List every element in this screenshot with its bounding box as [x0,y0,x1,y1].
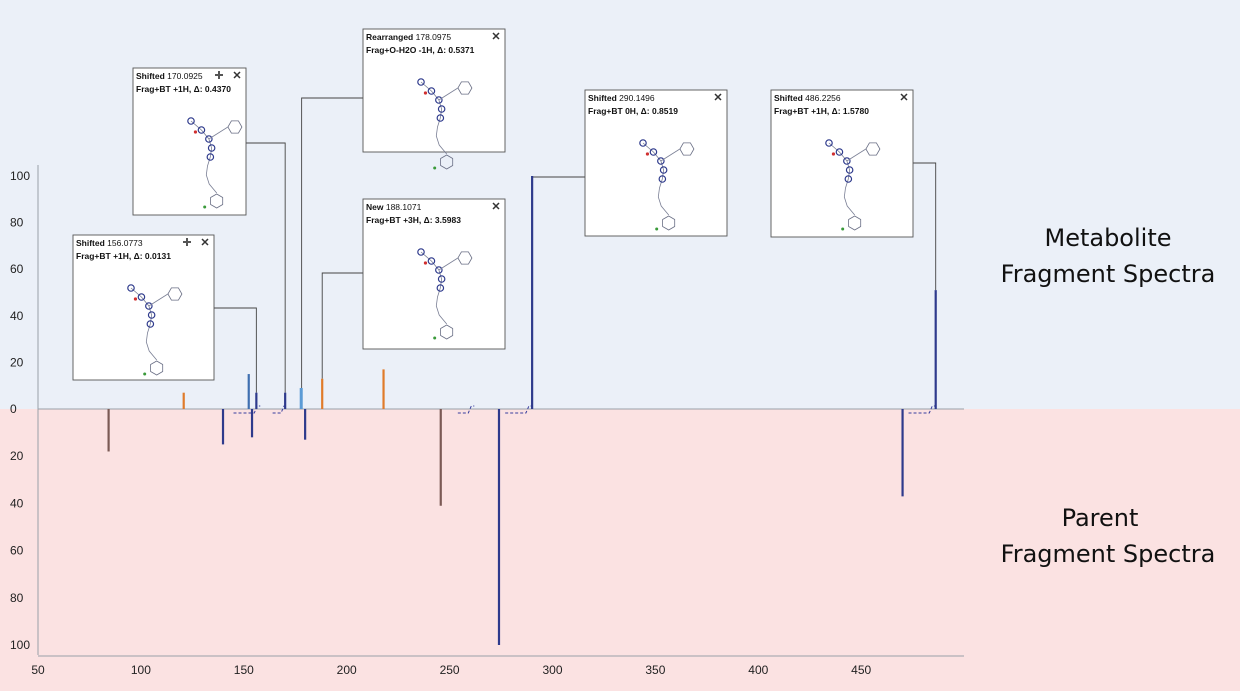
close-icon[interactable] [492,32,500,40]
annotation-connector [214,307,257,393]
annotation-connector [246,142,286,393]
annotation-mz: 188.1071 [383,202,421,212]
annotation-connector [913,162,937,291]
annotation-card[interactable]: Shifted 486.2256 Frag+BT +1H, Δ: 1.5780 [770,89,914,238]
y-tick-label-top: 40 [10,309,24,323]
annotation-detail: Frag+BT +1H, Δ: 0.0131 [76,251,171,261]
x-tick-label: 250 [440,663,460,677]
annotation-type: New [366,202,384,212]
x-tick-label: 350 [645,663,665,677]
close-icon[interactable] [900,93,908,101]
metabolite-label-line2: Fragment Spectra [1001,260,1216,288]
annotation-card[interactable]: Shifted 170.0925 Frag+BT +1H, Δ: 0.4370 [132,67,247,216]
x-tick-label: 450 [851,663,871,677]
annotation-card-frame [770,89,914,238]
add-icon[interactable] [215,71,223,79]
molecule-structure-icon [825,139,881,231]
annotation-title: Shifted 170.0925 [136,71,203,81]
annotation-detail: Frag+BT 0H, Δ: 0.8519 [588,106,678,116]
molecule-structure-icon [187,117,243,209]
annotation-detail: Frag+BT +1H, Δ: 0.4370 [136,84,231,94]
close-icon[interactable] [233,71,241,79]
close-icon[interactable] [201,238,209,246]
y-tick-label-top: 20 [10,355,24,369]
annotation-card-frame [362,28,506,153]
y-tick-label-bottom: 100 [10,638,30,652]
annotation-type: Shifted [136,71,165,81]
annotation-mz: 156.0773 [105,238,143,248]
parent-panel-background [0,409,1240,691]
isotope-envelope-marker [457,405,475,414]
y-tick-label-top: 60 [10,262,24,276]
annotation-detail: Frag+BT +3H, Δ: 3.5983 [366,215,461,225]
annotation-connector [321,272,363,379]
annotation-mz: 486.2256 [803,93,841,103]
annotation-card-frame [72,234,215,381]
peak-sticks [107,176,937,645]
y-tick-label-bottom: 80 [10,591,24,605]
annotation-type: Rearranged [366,32,413,42]
annotation-detail: Frag+O-H2O -1H, Δ: 0.5371 [366,45,475,55]
x-tick-label: 50 [31,663,45,677]
annotation-type: Shifted [76,238,105,248]
annotation-card[interactable]: Shifted 290.1496 Frag+BT 0H, Δ: 0.8519 [584,89,728,237]
metabolite-label-line1: Metabolite [1044,224,1171,252]
annotation-card[interactable]: New 188.1071 Frag+BT +3H, Δ: 3.5983 [362,198,506,350]
y-tick-label-top: 100 [10,169,30,183]
close-icon[interactable] [492,202,500,210]
annotation-title: New 188.1071 [366,202,422,212]
isotope-envelope-marker [233,405,261,414]
x-tick-label: 400 [748,663,768,677]
y-tick-label-bottom: 40 [10,496,24,510]
annotation-title: Shifted 290.1496 [588,93,655,103]
annotation-mz: 290.1496 [617,93,655,103]
x-tick-label: 200 [337,663,357,677]
y-tick-label-bottom: 60 [10,544,24,558]
close-icon[interactable] [714,93,722,101]
molecule-structure-icon [417,78,473,170]
molecule-structure-icon [127,284,183,376]
annotation-card-frame [362,198,506,350]
annotation-card[interactable]: Rearranged 178.0975 Frag+O-H2O -1H, Δ: 0.… [362,28,506,170]
isotope-envelope-marker [908,405,936,414]
annotation-detail: Frag+BT +1H, Δ: 1.5780 [774,106,869,116]
y-tick-label-top: 0 [10,402,17,416]
annotation-card-frame [584,89,728,237]
y-tick-label-top: 80 [10,216,24,230]
annotation-mz: 178.0975 [413,32,451,42]
add-icon[interactable] [183,238,191,246]
x-tick-label: 150 [234,663,254,677]
annotation-card[interactable]: Shifted 156.0773 Frag+BT +1H, Δ: 0.0131 [72,234,215,381]
annotation-mz: 170.0925 [165,71,203,81]
y-tick-label-bottom: 20 [10,449,24,463]
annotation-card-frame [132,67,247,216]
annotation-title: Rearranged 178.0975 [366,32,451,42]
parent-label-line2: Fragment Spectra [1001,540,1216,568]
molecule-structure-icon [417,248,473,340]
parent-label-line1: Parent [1062,504,1139,532]
x-tick-label: 300 [542,663,562,677]
annotation-title: Shifted 486.2256 [774,93,841,103]
x-tick-label: 100 [131,663,151,677]
molecule-structure-icon [639,139,695,231]
annotation-title: Shifted 156.0773 [76,238,143,248]
annotation-type: Shifted [588,93,617,103]
annotation-connector [301,97,363,389]
annotation-type: Shifted [774,93,803,103]
isotope-envelope-marker [505,405,532,414]
